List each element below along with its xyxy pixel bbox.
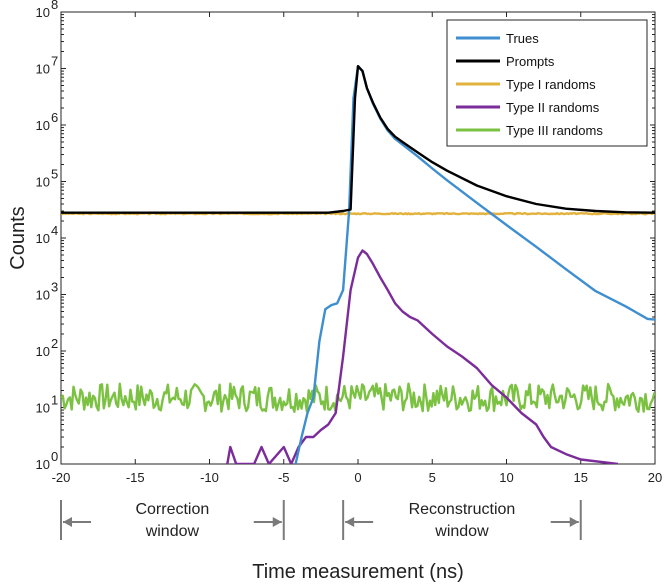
legend-items: Trues Prompts Type I randoms Type II random…	[456, 31, 603, 138]
x-tick-label: -15	[126, 470, 145, 485]
y-tick-label: 10	[36, 175, 50, 190]
y-tick-label: 10	[36, 118, 50, 133]
legend: Trues Prompts Type I randoms Type II random…	[446, 19, 648, 147]
y-axis-title: Counts	[7, 206, 29, 269]
y-tick-exponent: 0	[51, 449, 58, 464]
x-tick-label: 15	[574, 470, 588, 485]
y-tick-label: 10	[36, 457, 50, 472]
x-tick-label: -5	[278, 470, 290, 485]
legend-label: Type III randoms	[506, 123, 603, 138]
y-tick-exponent: 2	[51, 336, 58, 351]
window-arrowhead-right	[569, 517, 579, 527]
window-label-line1: Correction	[135, 501, 209, 518]
series-line-prompts	[61, 65, 655, 214]
window-arrowhead-right	[272, 517, 282, 527]
x-tick-label: 20	[648, 470, 662, 485]
y-tick-label: 10	[36, 344, 50, 359]
y-tick-exponent: 4	[51, 223, 58, 238]
y-tick-label: 10	[36, 5, 50, 20]
x-tick-label: -20	[52, 470, 71, 485]
window-label-line1: Reconstruction	[409, 501, 516, 518]
y-tick-label: 10	[36, 288, 50, 303]
window-label-line2: window	[434, 523, 489, 540]
y-tick-exponent: 8	[51, 0, 58, 12]
window-label-line2: window	[145, 523, 200, 540]
x-axis-title: Time measurement (ns)	[252, 561, 464, 583]
legend-label: Type I randoms	[506, 77, 596, 92]
y-tick-label: 10	[36, 62, 50, 77]
x-tick-label: 5	[429, 470, 436, 485]
window-arrowhead-left	[345, 517, 355, 527]
x-tick-label: 10	[499, 470, 513, 485]
series-layer	[61, 65, 655, 464]
y-tick-exponent: 6	[51, 110, 58, 125]
series-line-type-ii-randoms	[226, 249, 619, 464]
legend-label: Prompts	[506, 54, 555, 69]
y-tick-label: 10	[36, 401, 50, 416]
y-tick-exponent: 3	[51, 280, 58, 295]
legend-label: Trues	[506, 31, 539, 46]
x-tick-label: -10	[200, 470, 219, 485]
legend-box	[446, 19, 648, 147]
y-tick-label: 10	[36, 231, 50, 246]
y-tick-exponent: 1	[51, 393, 58, 408]
y-tick-exponent: 5	[51, 167, 58, 182]
y-tick-exponent: 7	[51, 54, 58, 69]
legend-label: Type II randoms	[506, 100, 600, 115]
window-annotations: Correction window Reconstruction window	[60, 500, 582, 540]
x-tick-label: 0	[354, 470, 361, 485]
ticks-layer: -20 -15 -10 -5 0 5 10 15 20100101102103104105106…	[36, 0, 663, 485]
series-line-type-iii-randoms	[61, 382, 655, 413]
window-arrowhead-left	[63, 517, 72, 527]
